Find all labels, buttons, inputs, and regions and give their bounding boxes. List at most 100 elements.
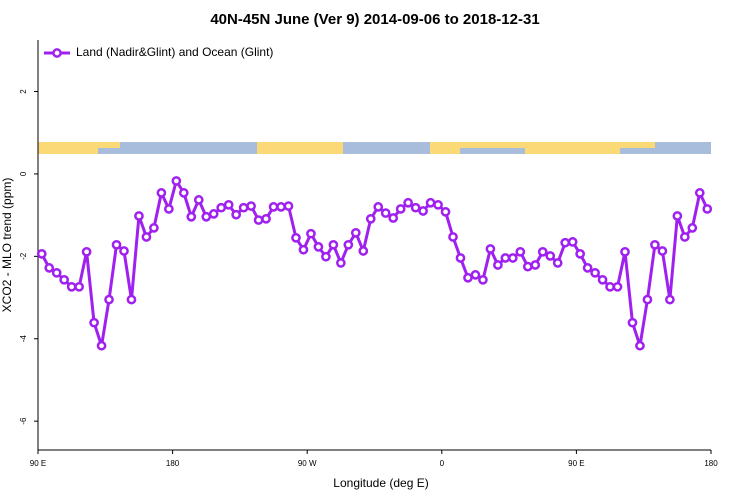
data-point xyxy=(134,211,144,221)
data-point xyxy=(373,202,384,212)
legend-label: Land (Nadir&Glint) and Ocean (Glint) xyxy=(76,45,273,59)
data-point xyxy=(81,246,92,257)
data-point xyxy=(193,195,204,205)
data-point xyxy=(552,258,563,268)
data-point xyxy=(321,251,331,262)
data-point xyxy=(104,294,114,305)
data-point xyxy=(328,239,339,250)
data-point xyxy=(126,294,137,305)
data-point xyxy=(500,253,511,263)
data-point xyxy=(620,246,630,257)
data-point xyxy=(665,294,675,305)
data-point xyxy=(418,206,428,216)
x-tick-label: 0 xyxy=(440,459,445,468)
x-tick-label: 180 xyxy=(704,459,718,468)
data-point xyxy=(493,260,503,270)
data-point xyxy=(702,204,713,214)
x-tick-label: 90 E xyxy=(30,459,46,468)
data-point xyxy=(238,202,249,213)
data-point xyxy=(164,204,174,214)
data-point xyxy=(530,260,541,270)
data-point xyxy=(223,199,234,210)
data-point xyxy=(679,232,690,242)
data-point xyxy=(51,267,62,278)
data-point xyxy=(306,228,316,239)
data-point xyxy=(350,227,361,238)
data-point xyxy=(276,202,286,212)
data-point xyxy=(455,253,466,263)
data-point xyxy=(395,204,406,214)
y-tick-label: -4 xyxy=(19,335,28,343)
data-point xyxy=(66,281,77,292)
data-point xyxy=(650,239,660,250)
data-point xyxy=(545,251,556,261)
land xyxy=(257,142,343,154)
data-point xyxy=(283,201,294,211)
data-point xyxy=(253,215,264,225)
data-point xyxy=(590,267,600,278)
data-point xyxy=(575,249,585,259)
data-point xyxy=(36,249,47,259)
data-point xyxy=(440,206,451,217)
land xyxy=(460,142,525,148)
data-point xyxy=(672,211,683,221)
data-point xyxy=(448,232,458,242)
data-point xyxy=(119,246,129,256)
data-point xyxy=(478,274,488,285)
data-point xyxy=(560,237,571,248)
data-point xyxy=(507,253,518,263)
data-point xyxy=(627,317,638,328)
data-point xyxy=(485,244,496,254)
x-tick-label: 90 W xyxy=(298,459,317,468)
data-point xyxy=(515,246,526,257)
data-point xyxy=(687,223,698,233)
data-point xyxy=(171,176,182,186)
data-point xyxy=(358,246,369,256)
land xyxy=(98,142,120,148)
y-tick-label: -2 xyxy=(19,252,28,260)
land xyxy=(38,142,98,154)
land xyxy=(620,142,655,148)
data-point xyxy=(178,188,189,198)
data-point xyxy=(365,213,376,224)
data-point xyxy=(59,274,70,285)
data-point xyxy=(612,281,623,292)
land xyxy=(525,142,620,154)
x-axis-label: Longitude (deg E) xyxy=(333,476,428,490)
land-ocean-strip xyxy=(38,142,711,154)
data-point xyxy=(694,188,705,198)
x-tick-label: 90 E xyxy=(568,459,584,468)
data-point xyxy=(567,237,578,247)
legend-marker xyxy=(52,48,62,58)
data-point xyxy=(44,263,55,273)
data-point xyxy=(96,340,107,351)
data-point xyxy=(298,244,309,255)
data-point xyxy=(343,239,354,250)
data-point xyxy=(246,201,256,211)
y-tick-label: 2 xyxy=(19,89,28,94)
data-point xyxy=(522,261,533,272)
data-point xyxy=(388,213,399,223)
data-point xyxy=(605,281,615,292)
data-point xyxy=(470,270,481,280)
data-point xyxy=(313,242,324,252)
data-point xyxy=(380,208,391,218)
data-point xyxy=(642,294,653,305)
data-point xyxy=(425,197,436,208)
data-point xyxy=(410,202,421,213)
y-tick-label: -6 xyxy=(19,417,28,425)
data-point xyxy=(141,232,152,242)
data-point xyxy=(89,317,99,328)
data-point xyxy=(186,211,197,222)
data-point xyxy=(463,272,473,283)
data-point xyxy=(74,281,84,292)
data-point xyxy=(268,202,279,212)
data-point xyxy=(149,223,159,233)
data-point xyxy=(208,209,219,219)
data-point xyxy=(261,213,271,224)
data-point xyxy=(201,211,212,222)
data-point xyxy=(216,202,227,213)
data-point xyxy=(657,246,668,256)
